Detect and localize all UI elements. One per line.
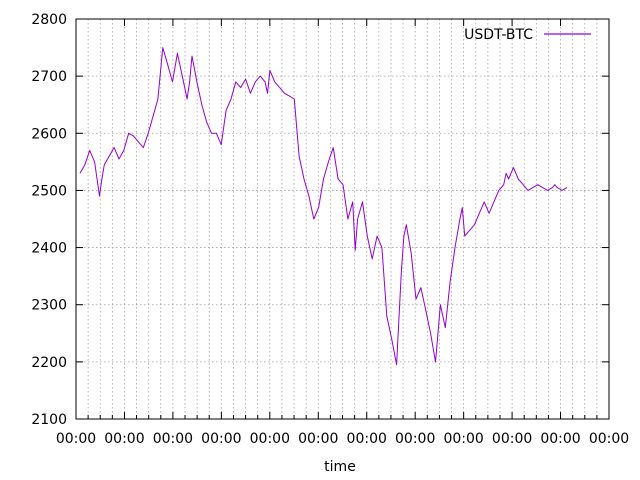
legend: USDT-BTC	[464, 27, 591, 43]
y-tick-label: 2300	[31, 298, 67, 314]
x-tick-label: 00:00	[104, 431, 144, 447]
x-tick-label: 00:00	[56, 431, 96, 447]
x-axis-label: time	[324, 459, 356, 475]
series-line-0	[79, 47, 568, 366]
x-tick-label: 00:00	[443, 431, 483, 447]
x-tick-label: 00:00	[298, 431, 338, 447]
x-tick-label: 00:00	[395, 431, 435, 447]
x-tick-label: 00:00	[153, 431, 193, 447]
x-axis-ticks: 00:00 00:00 00:00 00:00 00:00 00:00 00:00 00:00…	[56, 19, 629, 447]
y-tick-label: 2500	[31, 183, 67, 199]
series-layer	[79, 47, 568, 366]
x-tick-label: 00:00	[201, 431, 241, 447]
x-tick-label: 00:00	[589, 431, 629, 447]
x-tick-label: 00:00	[347, 431, 387, 447]
x-tick-label: 00:00	[492, 431, 532, 447]
y-tick-label: 2800	[31, 12, 67, 28]
y-tick-label: 2400	[31, 241, 67, 257]
legend-label-usdt-btc: USDT-BTC	[464, 27, 533, 43]
x-tick-label: 00:00	[540, 431, 580, 447]
x-tick-label: 00:00	[250, 431, 290, 447]
y-axis-ticks: 2100 2200 2300 2400 2500 2600 2700 2800	[31, 12, 609, 428]
y-tick-label: 2200	[31, 355, 67, 371]
y-tick-label: 2600	[31, 126, 67, 142]
grid-lines	[76, 19, 609, 419]
y-tick-label: 2700	[31, 69, 67, 85]
y-tick-label: 2100	[31, 412, 67, 428]
